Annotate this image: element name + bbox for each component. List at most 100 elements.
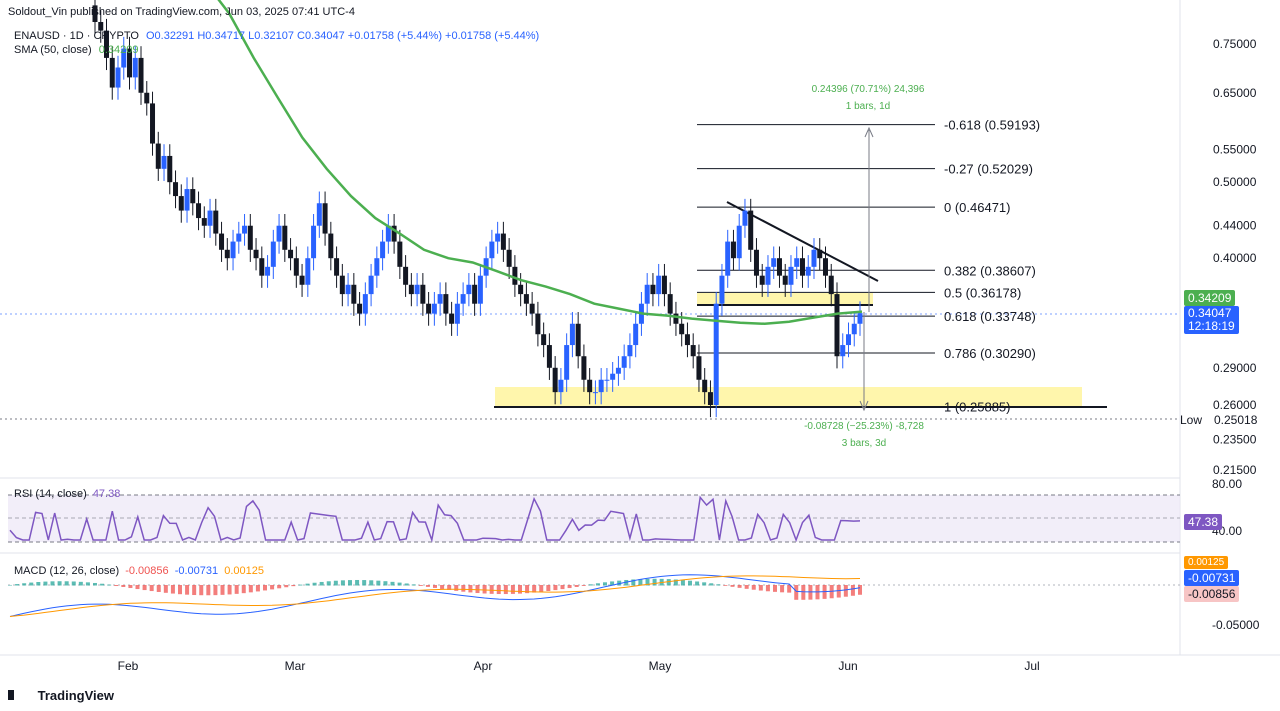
symbol-row: ENAUSD · 1D · CRYPTO O0.32291 H0.34717 L… — [14, 30, 539, 42]
time-axis[interactable]: Feb Mar Apr May Jun Jul — [118, 659, 1040, 673]
sma-legend-label: SMA (50, close) — [14, 44, 92, 56]
rsi-legend[interactable]: RSI (14, close) 47.38 — [14, 488, 120, 500]
candle-body — [230, 241, 236, 259]
candle-body — [161, 155, 167, 169]
macd-bar — [348, 580, 352, 586]
candle-body — [247, 225, 253, 250]
candle-body — [219, 233, 225, 250]
rsi-legend-value: 47.38 — [92, 488, 121, 500]
time-tick: Jun — [838, 659, 857, 673]
brand-text: TradingView — [37, 688, 114, 703]
measure-down-line2: 3 bars, 3d — [842, 438, 886, 449]
macd-bar — [751, 585, 756, 590]
candle-body — [121, 48, 127, 68]
ohlc-values: O0.32291 H0.34717 L0.32107 C0.34047 +0.0… — [145, 30, 540, 42]
macd-bar — [340, 580, 345, 586]
sma-legend[interactable]: SMA (50, close) 0.34209 — [14, 44, 138, 56]
candle-body — [477, 275, 483, 304]
macd-bar — [355, 579, 360, 586]
candle-body — [592, 392, 598, 394]
macd-bar — [305, 583, 310, 586]
macd-bar — [581, 585, 586, 586]
candle-body — [443, 294, 449, 314]
candlesticks — [92, 0, 863, 418]
macd-bar — [624, 579, 629, 586]
candle-body — [822, 258, 828, 276]
macd-bar — [178, 585, 182, 595]
macd-bar — [652, 578, 657, 586]
price-tick: 0.29000 — [1213, 361, 1257, 375]
candle-body — [362, 294, 368, 314]
candle-body — [408, 284, 414, 295]
macd-bar — [858, 585, 862, 595]
fib-label: 0.5 (0.36178) — [944, 285, 1021, 300]
macd-bar — [93, 582, 97, 586]
sma-50-line — [217, 0, 863, 326]
candle-body — [178, 196, 184, 211]
rsi-legend-label: RSI (14, close) — [14, 488, 87, 500]
candle-body — [173, 182, 179, 197]
macd-bar — [383, 581, 388, 586]
candle-body — [385, 225, 391, 242]
candle-body — [495, 233, 501, 242]
candle-body — [656, 275, 662, 295]
macd-bar — [248, 585, 253, 593]
candle-body — [391, 225, 397, 242]
fib-label: 1 (0.25885) — [944, 400, 1011, 415]
candle-body — [742, 210, 748, 226]
candle-body — [736, 225, 742, 259]
macd-bar — [737, 585, 742, 588]
macd-bar — [716, 584, 721, 586]
candle-body — [207, 210, 213, 226]
countdown: 12:18:19 — [1188, 319, 1235, 333]
macd-bar — [461, 585, 466, 592]
macd-bar — [135, 585, 140, 590]
candle-body — [466, 284, 472, 295]
rsi-tick-80: 80.00 — [1212, 477, 1242, 491]
macd-bar — [617, 580, 622, 586]
candle-body — [719, 275, 725, 304]
candle-body — [805, 266, 811, 276]
symbol-label[interactable]: ENAUSD · 1D · CRYPTO — [14, 30, 139, 42]
price-axis[interactable]: 0.75000 0.65000 0.55000 0.50000 0.44000 0.400… — [1213, 37, 1257, 477]
fibonacci-levels: -0.618 (0.59193) -0.27 (0.52029) 0 (0.4647… — [697, 118, 1040, 415]
candle-body — [650, 284, 656, 295]
macd-tick: -0.05000 — [1212, 618, 1260, 632]
publisher-line: Soldout_Vin published on TradingView.com… — [8, 6, 355, 18]
macd-bar — [291, 585, 296, 587]
candle-body — [610, 373, 616, 380]
candle-body — [857, 313, 863, 324]
candle-body — [489, 241, 495, 259]
candle-body — [776, 258, 782, 276]
candle-body — [725, 241, 731, 276]
support-zone — [495, 387, 1082, 407]
candle-body — [569, 323, 575, 346]
macd-bar — [312, 582, 317, 586]
candle-body — [351, 284, 357, 304]
price-tick: 0.65000 — [1213, 86, 1257, 100]
candle-body — [690, 345, 696, 357]
candle-body — [334, 258, 340, 276]
candle-body — [259, 258, 265, 276]
fib-label: 0 (0.46471) — [944, 200, 1011, 215]
price-tick: 0.55000 — [1213, 143, 1257, 157]
macd-bar — [213, 585, 218, 596]
tradingview-logo[interactable]: TradingView — [8, 688, 114, 703]
candle-body — [213, 210, 219, 234]
macd-bar — [29, 582, 34, 586]
macd-bar — [418, 585, 423, 586]
candle-body — [236, 233, 242, 242]
candle-body — [518, 284, 524, 295]
candle-body — [696, 356, 702, 380]
rsi-line — [9, 495, 861, 543]
candle-body — [702, 379, 708, 393]
candle-body — [420, 284, 426, 304]
candle-body — [845, 334, 851, 346]
price-tick: 0.21500 — [1213, 463, 1257, 477]
rsi-value-tag: 47.38 — [1184, 514, 1223, 530]
candle-body — [293, 258, 299, 276]
macd-bar — [780, 585, 785, 593]
macd-legend[interactable]: MACD (12, 26, close) -0.00856 -0.00731 0… — [14, 565, 264, 577]
macd-bar — [468, 585, 473, 593]
